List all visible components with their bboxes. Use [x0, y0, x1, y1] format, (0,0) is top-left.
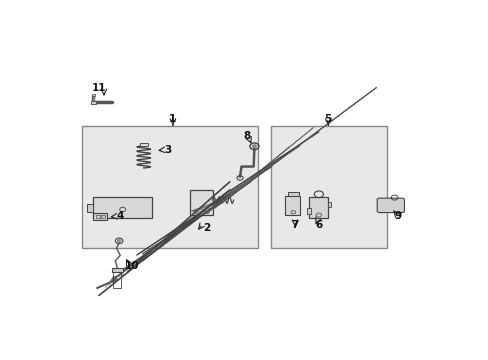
Bar	[93, 197, 152, 218]
Bar	[101, 215, 104, 219]
Bar	[309, 197, 327, 218]
Bar	[91, 101, 96, 104]
Circle shape	[252, 145, 256, 148]
Bar	[92, 94, 95, 96]
Bar	[285, 196, 300, 215]
Bar	[189, 190, 212, 215]
Bar	[96, 215, 100, 219]
FancyBboxPatch shape	[376, 198, 404, 212]
Bar	[113, 272, 121, 288]
Bar	[271, 126, 386, 248]
Text: 2: 2	[203, 222, 210, 233]
Text: 10: 10	[125, 261, 140, 271]
Text: 9: 9	[394, 211, 401, 221]
Bar	[287, 192, 299, 195]
Bar	[327, 202, 331, 207]
Text: 7: 7	[291, 220, 298, 230]
Text: 1: 1	[169, 114, 176, 125]
Text: 8: 8	[243, 131, 250, 141]
Bar	[307, 208, 311, 214]
Text: 4: 4	[116, 211, 123, 221]
Bar	[111, 268, 122, 272]
Bar	[86, 204, 93, 212]
Text: 11: 11	[92, 82, 106, 93]
Bar	[93, 213, 107, 220]
Text: 5: 5	[324, 114, 331, 125]
Bar	[140, 143, 147, 146]
Circle shape	[117, 240, 121, 242]
Text: 3: 3	[164, 145, 171, 155]
Bar	[82, 126, 258, 248]
Text: 6: 6	[315, 220, 322, 230]
